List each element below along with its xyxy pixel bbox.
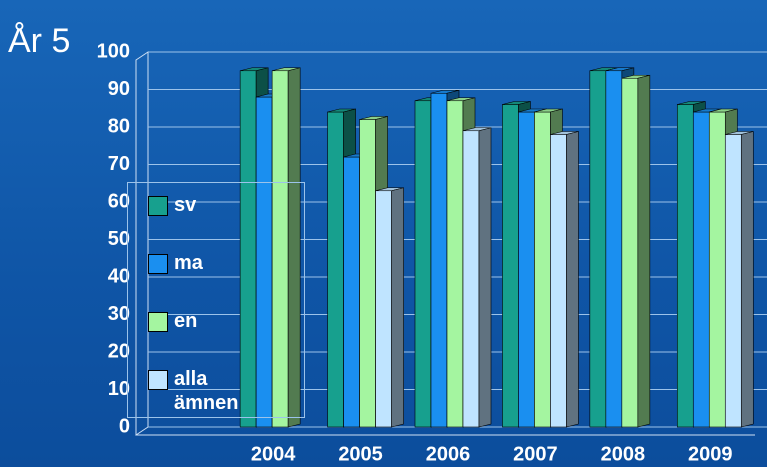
bar: [621, 74, 651, 428]
y-tick-label: 100: [97, 40, 130, 62]
bar-side: [740, 131, 754, 428]
bar-front: [327, 111, 344, 428]
bar-front: [550, 134, 567, 428]
bar-side: [478, 127, 492, 428]
legend-item: en: [148, 309, 304, 367]
bar-front: [605, 70, 623, 428]
bar-side: [637, 74, 651, 428]
x-tick-label: 2006: [426, 443, 471, 465]
bar-front: [708, 111, 726, 428]
bar-side: [391, 187, 404, 428]
bar-front: [534, 111, 551, 428]
y-tick-label: 10: [108, 378, 130, 400]
bar: [550, 131, 579, 428]
legend: sv ma en alla ämnen: [127, 182, 305, 418]
y-tick-label: 40: [108, 265, 130, 287]
x-tick-label: 2004: [251, 443, 296, 465]
bar-front: [502, 104, 519, 428]
bar-front: [446, 100, 464, 428]
bar-front: [414, 100, 432, 428]
x-tick-label: 2005: [338, 443, 383, 465]
y-tick-label: 90: [108, 78, 130, 100]
bar: [462, 127, 492, 428]
bar-front: [375, 190, 392, 428]
chart-title: År 5: [8, 22, 71, 60]
legend-item: ma: [148, 251, 304, 309]
legend-label: ma: [174, 252, 203, 274]
y-tick-label: 20: [108, 340, 130, 362]
x-tick-label: 2008: [601, 443, 646, 465]
y-tick-label: 80: [108, 115, 130, 137]
y-tick-label: 30: [108, 303, 130, 325]
bar-front: [692, 111, 710, 428]
legend-label: sv: [174, 194, 197, 216]
bar-front: [724, 134, 742, 428]
x-tick-label: 2007: [513, 443, 558, 465]
y-tick-label: 70: [108, 153, 130, 175]
legend-label: alla ämnen: [174, 368, 239, 414]
legend-swatch: [148, 312, 168, 332]
bar-front: [676, 104, 694, 428]
bar-front: [343, 156, 360, 428]
bar: [724, 131, 754, 428]
x-tick-label: 2009: [688, 443, 733, 465]
y-tick-label: 60: [108, 190, 130, 212]
legend-item: alla ämnen: [148, 367, 304, 425]
y-tick-label: 50: [108, 228, 130, 250]
legend-item: sv: [148, 193, 304, 251]
legend-label: en: [174, 310, 198, 332]
bar-front: [621, 77, 639, 428]
bar-front: [462, 130, 480, 428]
bar-front: [430, 92, 448, 428]
bar-front: [518, 111, 535, 428]
bar: [375, 187, 404, 428]
legend-swatch: [148, 254, 168, 274]
bar: [271, 67, 301, 428]
bar-side: [287, 67, 301, 428]
bar-front: [359, 119, 376, 428]
legend-swatch: [148, 196, 168, 216]
y-tick-label: 0: [119, 415, 130, 437]
bar-front: [589, 70, 607, 428]
bar-side: [566, 131, 579, 428]
legend-swatch: [148, 370, 168, 390]
